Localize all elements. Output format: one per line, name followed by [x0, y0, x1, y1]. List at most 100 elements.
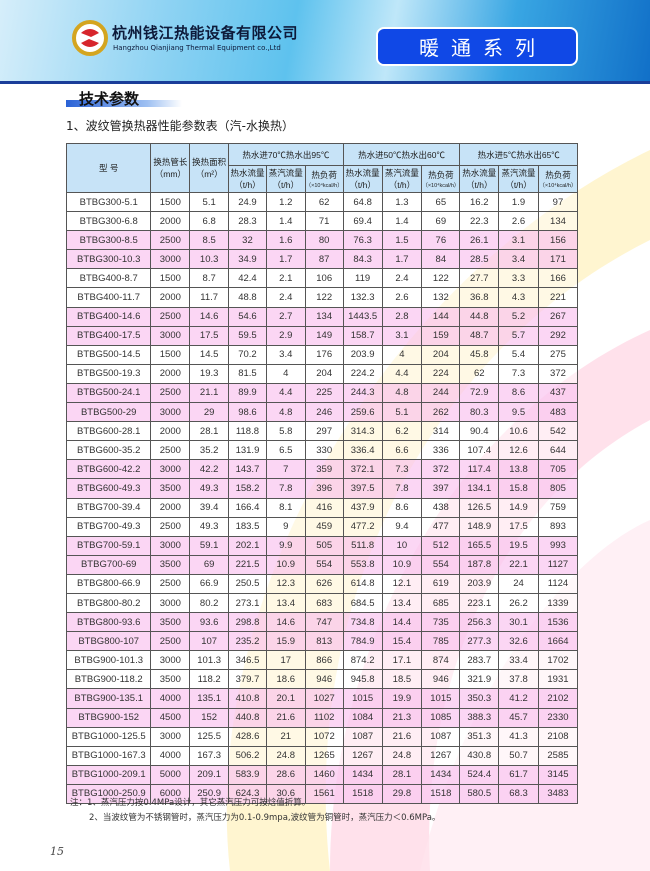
model-cell: BTBG700-59.1	[65, 535, 152, 556]
value-cell: 1.4	[381, 211, 423, 232]
model-cell: BTBG900-118.2	[65, 669, 152, 690]
value-cell: 1085	[421, 707, 461, 728]
value-cell: 2.4	[265, 287, 306, 308]
company-name-cn: 杭州钱江热能设备有限公司	[112, 24, 299, 42]
table-row: BTBG300-6.8 2000 6.8 28.3 1.4 71 69.4 1.4 69 22.3…	[65, 211, 579, 232]
value-cell: 149	[304, 325, 344, 346]
value-cell: 235.2	[228, 631, 267, 652]
value-cell: 2.6	[498, 211, 539, 232]
value-cell: 27.7	[459, 268, 500, 289]
value-cell: 134	[537, 211, 579, 232]
header-area: 换热面积 （m²）	[189, 143, 230, 193]
value-cell: 1.5	[381, 230, 423, 251]
value-cell: 6.2	[381, 421, 423, 442]
value-cell: 21.3	[381, 707, 423, 728]
value-cell: 1072	[304, 726, 344, 747]
value-cell: 2.4	[381, 268, 423, 289]
value-cell: 805	[537, 478, 579, 499]
value-cell: 48.8	[228, 287, 267, 308]
value-cell: 512	[421, 535, 461, 556]
value-cell: 132.3	[342, 287, 383, 308]
value-cell: 2500	[150, 440, 191, 461]
table-row: BTBG1000-209.1 5000 209.1 583.9 28.6 1460 1434…	[65, 764, 579, 785]
subheader-steam: 蒸汽流量 （t/h）	[265, 165, 306, 193]
value-cell: 359	[304, 459, 344, 480]
value-cell: 874.2	[342, 650, 383, 671]
value-cell: 477.2	[342, 516, 383, 537]
value-cell: 15.9	[265, 631, 306, 652]
value-cell: 1084	[342, 707, 383, 728]
table-row: BTBG800-107 2500 107 235.2 15.9 813 784.9 15.4 7…	[65, 631, 579, 652]
value-cell: 4.8	[265, 402, 306, 423]
value-cell: 90.4	[459, 421, 500, 442]
table-row: BTBG700-49.3 2500 49.3 183.5 9 459 477.2 9.4 477…	[65, 516, 579, 537]
value-cell: 3000	[150, 249, 191, 270]
value-cell: 17.5	[498, 516, 539, 537]
value-cell: 12.3	[265, 573, 306, 594]
value-cell: 41.3	[498, 726, 539, 747]
value-cell: 2330	[537, 707, 579, 728]
value-cell: 8.7	[189, 268, 230, 289]
table-row: BTBG700-69 3500 69 221.5 10.9 554 553.8 10.9 554…	[65, 554, 579, 575]
value-cell: 203.9	[342, 344, 383, 365]
value-cell: 5.7	[498, 325, 539, 346]
subheader-water: 热水流量 （t/h）	[228, 165, 267, 193]
value-cell: 12.6	[498, 440, 539, 461]
table-row: BTBG900-152 4500 152 440.8 21.6 1102 1084 21.3 1…	[65, 707, 579, 728]
value-cell: 1127	[537, 554, 579, 575]
value-cell: 17	[265, 650, 306, 671]
value-cell: 685	[421, 592, 461, 614]
subheader-water: 热水流量 （t/h）	[342, 165, 383, 193]
model-cell: BTBG1000-209.1	[65, 764, 152, 785]
value-cell: 29.8	[381, 783, 423, 805]
value-cell: 784.9	[342, 631, 383, 652]
value-cell: 76	[421, 230, 461, 251]
value-cell: 554	[421, 554, 461, 575]
table-row: BTBG300-8.5 2500 8.5 32 1.6 80 76.3 1.5 76 26.1 3.…	[65, 230, 579, 251]
value-cell: 30.1	[498, 612, 539, 633]
value-cell: 250.9	[189, 783, 230, 805]
value-cell: 156	[537, 230, 579, 251]
value-cell: 292	[537, 325, 579, 346]
table-row: BTBG400-14.6 2500 14.6 54.6 2.7 134 1443.5 2.8 1…	[65, 306, 579, 327]
value-cell: 183.5	[228, 516, 267, 537]
value-cell: 1265	[304, 745, 344, 766]
value-cell: 167.3	[189, 745, 230, 766]
value-cell: 165.5	[459, 535, 500, 556]
value-cell: 33.4	[498, 650, 539, 671]
value-cell: 1339	[537, 592, 579, 614]
value-cell: 24	[498, 573, 539, 594]
value-cell: 68.3	[498, 783, 539, 805]
value-cell: 4.3	[498, 287, 539, 308]
value-cell: 13.8	[498, 459, 539, 480]
title-underline	[66, 100, 182, 107]
series-badge: 暖通系列	[376, 27, 578, 66]
value-cell: 1.3	[381, 191, 423, 213]
value-cell: 1087	[421, 726, 461, 747]
model-cell: BTBG500-19.3	[65, 363, 152, 384]
value-cell: 17.5	[189, 325, 230, 346]
value-cell: 945.8	[342, 669, 383, 690]
model-cell: BTBG1000-167.3	[65, 745, 152, 766]
value-cell: 256.3	[459, 612, 500, 633]
value-cell: 10.3	[189, 249, 230, 270]
value-cell: 813	[304, 631, 344, 652]
value-cell: 1561	[304, 783, 344, 805]
value-cell: 50.7	[498, 745, 539, 766]
value-cell: 785	[421, 631, 461, 652]
value-cell: 2.8	[381, 306, 423, 327]
value-cell: 483	[537, 402, 579, 423]
value-cell: 1015	[342, 688, 383, 709]
value-cell: 1518	[342, 783, 383, 805]
value-cell: 28.1	[189, 421, 230, 442]
value-cell: 644	[537, 440, 579, 461]
table-row: BTBG600-49.3 3500 49.3 158.2 7.8 396 397.5 7.8 3…	[65, 478, 579, 499]
value-cell: 10.9	[381, 554, 423, 575]
table-row: BTBG800-93.6 3500 93.6 298.8 14.6 747 734.8 14.…	[65, 612, 579, 633]
value-cell: 143.7	[228, 459, 267, 480]
value-cell: 1087	[342, 726, 383, 747]
subheader-load: 热负荷 （×10⁴kcal/h）	[537, 165, 579, 193]
value-cell: 223.1	[459, 592, 500, 614]
table-row: BTBG600-35.2 2500 35.2 131.9 6.5 330 336.4 6.6 3…	[65, 440, 579, 461]
value-cell: 1.7	[381, 249, 423, 270]
